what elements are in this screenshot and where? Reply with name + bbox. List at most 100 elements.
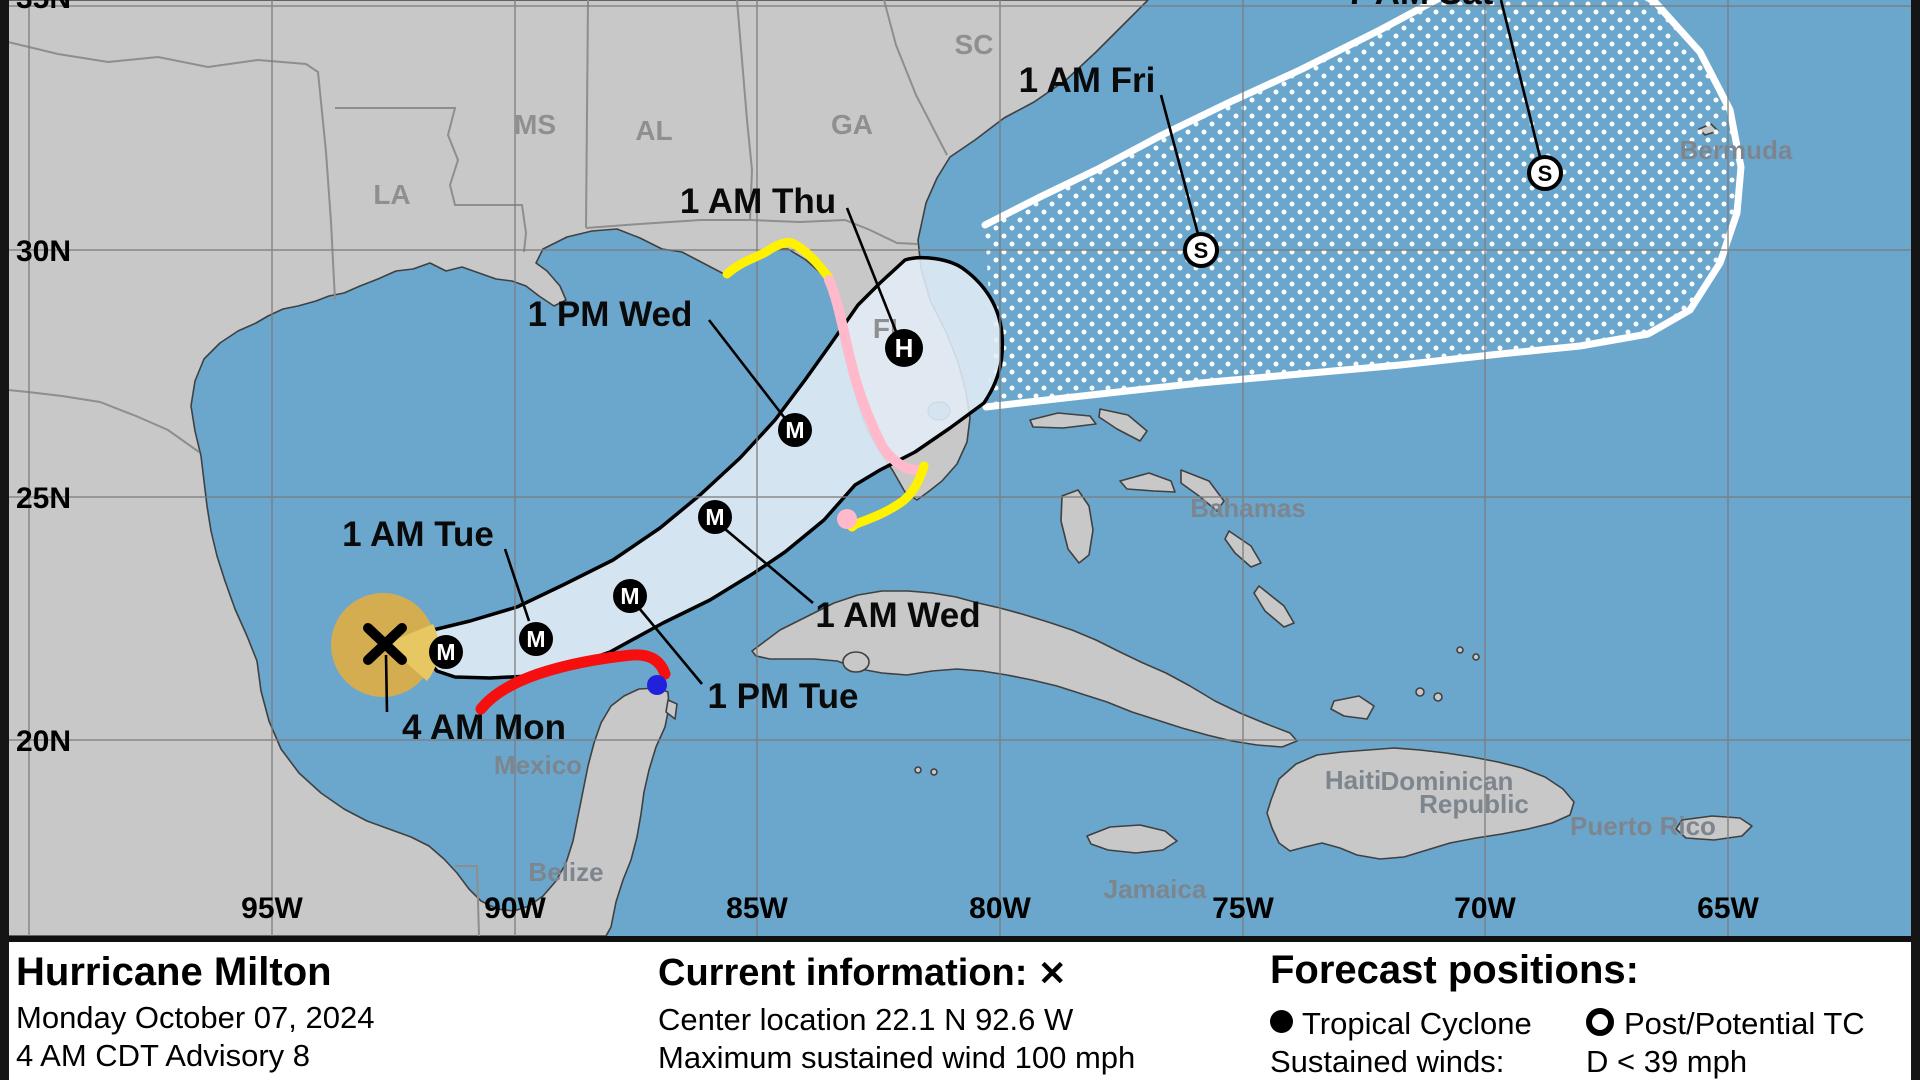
sustained-winds-label: Sustained winds: [1270, 1044, 1505, 1079]
lon-label-80w: 80W [969, 892, 1031, 925]
ts-warning-dot [647, 675, 667, 695]
lat-label-25n: 25N [16, 482, 71, 515]
state-label-la: LA [373, 179, 410, 210]
hurricane-warning-yucatan [475, 649, 671, 715]
label-1am-wed: 1 AM Wed [815, 596, 980, 635]
state-label-al: AL [635, 115, 672, 146]
marker-m1: M [429, 635, 463, 669]
grid-labels: 35N 30N 25N 20N 95W 90W 85W 80W 75W 70W … [16, 0, 1760, 925]
place-labels: LA MS AL GA SC FL Mexico Belize Jamaica … [373, 29, 1793, 904]
state-label-sc: SC [955, 29, 994, 60]
cayman-1 [914, 766, 922, 774]
current-position-x [363, 623, 407, 665]
hurricane-watch-dot [837, 509, 857, 529]
isla-juventud [842, 651, 870, 673]
label-belize: Belize [528, 857, 603, 887]
marker-h: H [885, 329, 923, 367]
lon-label-65w: 65W [1697, 892, 1759, 925]
marker-s2: S [1527, 155, 1563, 191]
landmass [7, 0, 1753, 936]
lat-label-20n: 20N [16, 725, 71, 758]
label-1pm-tue: 1 PM Tue [707, 677, 858, 716]
tropical-cyclone-icon [1270, 1010, 1293, 1033]
right-border [1911, 0, 1920, 1080]
lon-label-95w: 95W [241, 892, 303, 925]
forecast-positions-title: Forecast positions: [1270, 948, 1639, 992]
label-1am-tue: 1 AM Tue [342, 515, 494, 554]
turks-2 [1433, 692, 1443, 702]
label-1pm-wed: 1 PM Wed [528, 295, 693, 334]
label-puerto-rico: Puerto Rico [1570, 811, 1716, 841]
long-island [1253, 585, 1295, 628]
state-label-ms: MS [514, 109, 556, 140]
current-info-title: Current information: ✕ [658, 954, 1067, 992]
svg-text:M: M [785, 417, 804, 443]
mainland [7, 0, 1149, 936]
eleuthera [1180, 469, 1225, 512]
label-republic: Republic [1419, 789, 1529, 819]
label-dominican: Dominican [1381, 766, 1514, 796]
label-4am-mon: 4 AM Mon [402, 708, 566, 747]
marker-m3: M [613, 579, 647, 613]
cone-day13 [426, 255, 1005, 680]
info-bar: Hurricane Milton Monday October 07, 2024… [0, 942, 1920, 1080]
marker-m2: M [519, 622, 553, 656]
label-1am-thu: 1 AM Thu [680, 182, 836, 221]
label-jamaica: Jamaica [1104, 874, 1207, 904]
andros [1060, 489, 1094, 564]
coastal-alerts [475, 238, 929, 715]
lat-label-35n: 35N [16, 0, 71, 15]
current-info-title-text: Current information: [658, 952, 1028, 994]
cay-2 [1472, 653, 1480, 661]
cay-1 [1456, 646, 1464, 654]
jamaica [1086, 824, 1178, 854]
lon-label-70w: 70W [1454, 892, 1516, 925]
svg-text:M: M [620, 583, 639, 609]
label-mexico: Mexico [494, 750, 582, 780]
label-bermuda: Bermuda [1680, 135, 1793, 165]
current-center-location: Center location 22.1 N 92.6 W [658, 1002, 1074, 1037]
svg-text:S: S [1194, 238, 1209, 263]
ts-watch-panhandle [722, 238, 834, 283]
cuba [751, 590, 1298, 748]
cozumel [665, 699, 678, 720]
cone-day45-fill [985, 0, 1741, 407]
label-haiti: Haiti [1325, 765, 1381, 795]
storm-name: Hurricane Milton [16, 950, 332, 994]
post-potential-tc-icon [1586, 1008, 1614, 1036]
forecast-markers: M M M M M H S S [429, 155, 1563, 669]
svg-text:M: M [526, 626, 545, 652]
storm-date: Monday October 07, 2024 [16, 1000, 375, 1035]
label-1am-fri: 1 AM Fri [1019, 61, 1156, 100]
hurricane-watch-florida-west [824, 275, 922, 475]
ts-watch-keys [847, 461, 929, 532]
lon-label-75w: 75W [1212, 892, 1274, 925]
sustained-winds-d-range: D < 39 mph [1586, 1044, 1748, 1079]
storm-advisory: 4 AM CDT Advisory 8 [16, 1038, 311, 1073]
time-labels: 4 AM Mon 1 AM Tue 1 PM Tue 1 AM Wed 1 PM… [342, 0, 1493, 747]
svg-text:M: M [436, 639, 455, 665]
marker-s1: S [1183, 232, 1219, 268]
svg-text:S: S [1538, 161, 1553, 186]
lat-label-30n: 30N [16, 235, 71, 268]
graticule [0, 0, 1920, 936]
label-bahamas: Bahamas [1190, 493, 1306, 523]
post-potential-tc-label: Post/Potential TC [1624, 1006, 1865, 1041]
lon-label-85w: 85W [726, 892, 788, 925]
great-inagua [1330, 695, 1375, 720]
puerto-rico-island [1675, 815, 1753, 841]
marker-m4: M [698, 500, 732, 534]
political-borders [7, 0, 948, 936]
left-border [0, 0, 9, 1080]
svg-text:M: M [705, 504, 724, 530]
current-position-x-glyph: ✕ [1038, 955, 1067, 993]
marker-m5: M [778, 413, 812, 447]
label-7am-sat: 7 AM Sat [1347, 0, 1494, 12]
map-divider [0, 936, 1920, 942]
grand-bahama [1029, 412, 1097, 429]
hispaniola [1266, 747, 1575, 860]
cayman-2 [930, 768, 938, 776]
state-label-ga: GA [831, 109, 873, 140]
current-max-wind: Maximum sustained wind 100 mph [658, 1040, 1136, 1075]
lon-label-90w: 90W [484, 892, 546, 925]
